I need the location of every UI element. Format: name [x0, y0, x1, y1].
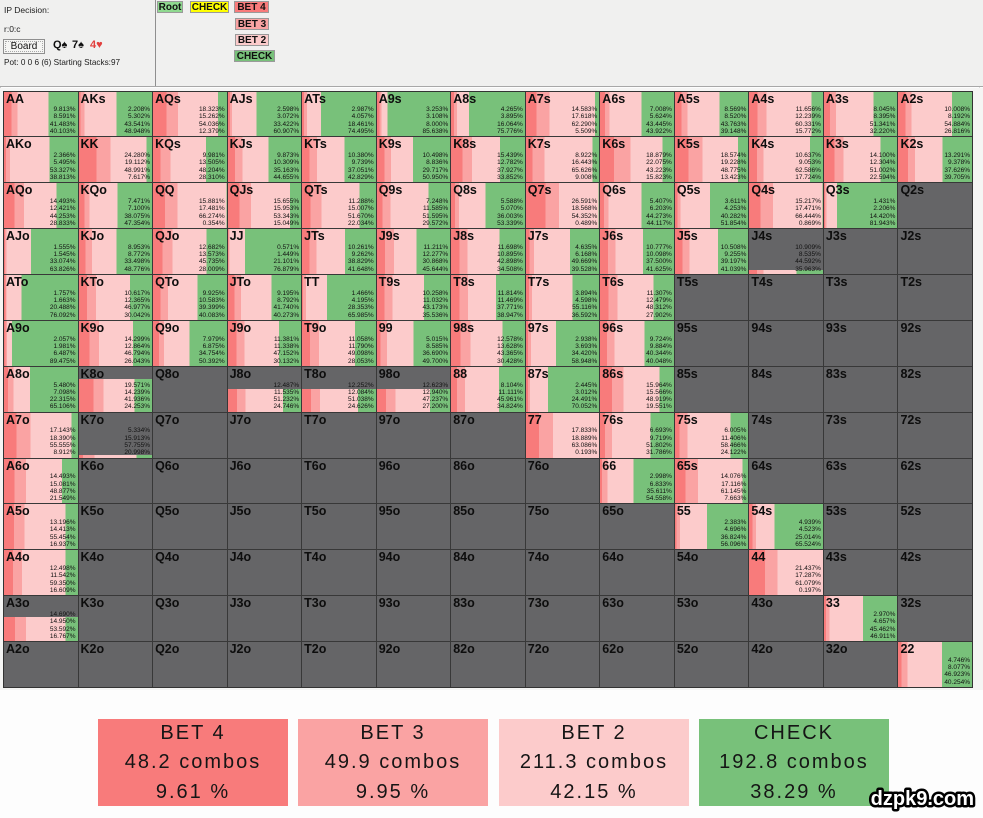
svg-text:dzpk9.com: dzpk9.com [871, 788, 974, 810]
